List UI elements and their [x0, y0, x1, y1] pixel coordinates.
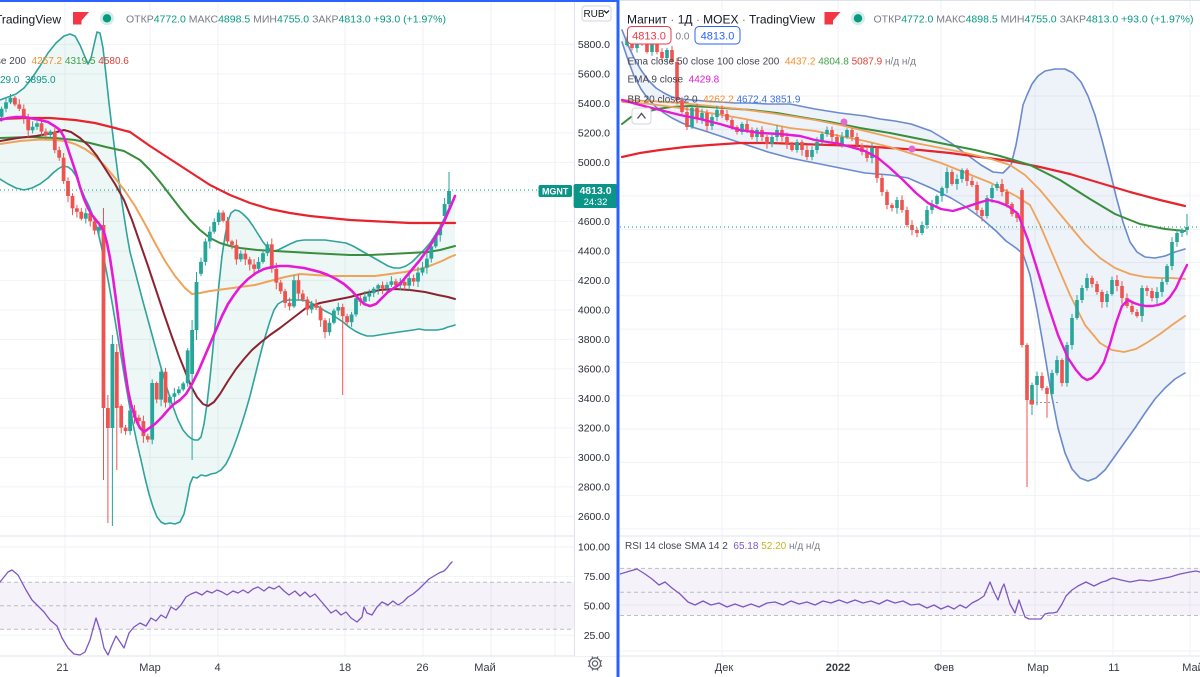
svg-text:4600.0: 4600.0: [578, 216, 610, 228]
svg-text:RUB: RUB: [583, 9, 604, 20]
svg-text:4813.0: 4813.0: [701, 31, 735, 43]
svg-text:4400.0: 4400.0: [578, 246, 610, 258]
svg-text:Мар: Мар: [1027, 662, 1049, 674]
svg-text:4813.0: 4813.0: [632, 31, 666, 43]
svg-text:ОТКР4772.0 МАКС4898.5 МИН4755.: ОТКР4772.0 МАКС4898.5 МИН4755.0 ЗАКР4813…: [874, 13, 1194, 25]
svg-text:Мар: Мар: [139, 662, 161, 674]
svg-text:11: 11: [1108, 662, 1119, 674]
svg-text:0.0: 0.0: [676, 32, 690, 43]
svg-text:Магнит · 1Д · MOEX · TradingVi: Магнит · 1Д · MOEX · TradingView: [627, 13, 815, 27]
svg-text:729.0 3895.0: 729.0 3895.0: [0, 75, 56, 86]
svg-text:5400.0: 5400.0: [578, 98, 610, 110]
svg-text:25.00: 25.00: [584, 630, 610, 642]
svg-text:Ema close 50 close 100 close 2: Ema close 50 close 100 close 200 4437.2 …: [628, 57, 917, 68]
svg-text:Май: Май: [474, 662, 496, 674]
svg-text:RSI 14 close SMA 14 2 65.18 5: RSI 14 close SMA 14 2 65.18 52.20 н/д н/…: [625, 541, 820, 552]
svg-text:26: 26: [416, 662, 428, 674]
svg-text:2800.0: 2800.0: [578, 481, 610, 493]
svg-text:5000.0: 5000.0: [578, 157, 610, 169]
svg-text:Магнит · 1Д · MOEX · TradingVi: Магнит · 1Д · MOEX · TradingView: [0, 13, 61, 27]
svg-text:5800.0: 5800.0: [578, 39, 610, 51]
svg-text:100.00: 100.00: [578, 542, 610, 554]
svg-text:Май: Май: [1182, 662, 1200, 674]
svg-text:BB 20 close 2 0 4262.2 4672.4: BB 20 close 2 0 4262.2 4672.4 3851.9: [628, 95, 801, 106]
svg-text:3000.0: 3000.0: [578, 452, 610, 464]
svg-text:ОТКР4772.0 МАКС4898.5 МИН4755.: ОТКР4772.0 МАКС4898.5 МИН4755.0 ЗАКР4813…: [126, 13, 446, 25]
svg-text:5600.0: 5600.0: [578, 69, 610, 81]
svg-text:3400.0: 3400.0: [578, 393, 610, 405]
svg-text:21: 21: [56, 662, 68, 674]
svg-text:75.00: 75.00: [584, 571, 610, 583]
svg-text:4200.0: 4200.0: [578, 275, 610, 287]
svg-text:Фев: Фев: [934, 662, 954, 674]
svg-text:3800.0: 3800.0: [578, 334, 610, 346]
svg-text:5200.0: 5200.0: [578, 128, 610, 140]
svg-text:3600.0: 3600.0: [578, 364, 610, 376]
svg-text:18: 18: [339, 662, 351, 674]
svg-text:Дек: Дек: [715, 662, 734, 674]
svg-text:4: 4: [214, 662, 220, 674]
svg-text:4000.0: 4000.0: [578, 305, 610, 317]
svg-text:Ema close 50 close 100 close 2: Ema close 50 close 100 close 200 4257.2 …: [0, 56, 129, 67]
svg-text:EMA 9 close 4429.8: EMA 9 close 4429.8: [628, 75, 720, 86]
svg-text:3200.0: 3200.0: [578, 422, 610, 434]
svg-text:24:32: 24:32: [584, 197, 608, 208]
svg-text:50.00: 50.00: [584, 601, 610, 613]
svg-text:2600.0: 2600.0: [578, 511, 610, 523]
svg-text:MGNT: MGNT: [542, 186, 569, 196]
svg-text:2022: 2022: [826, 662, 850, 674]
svg-text:4813.0: 4813.0: [579, 185, 611, 197]
